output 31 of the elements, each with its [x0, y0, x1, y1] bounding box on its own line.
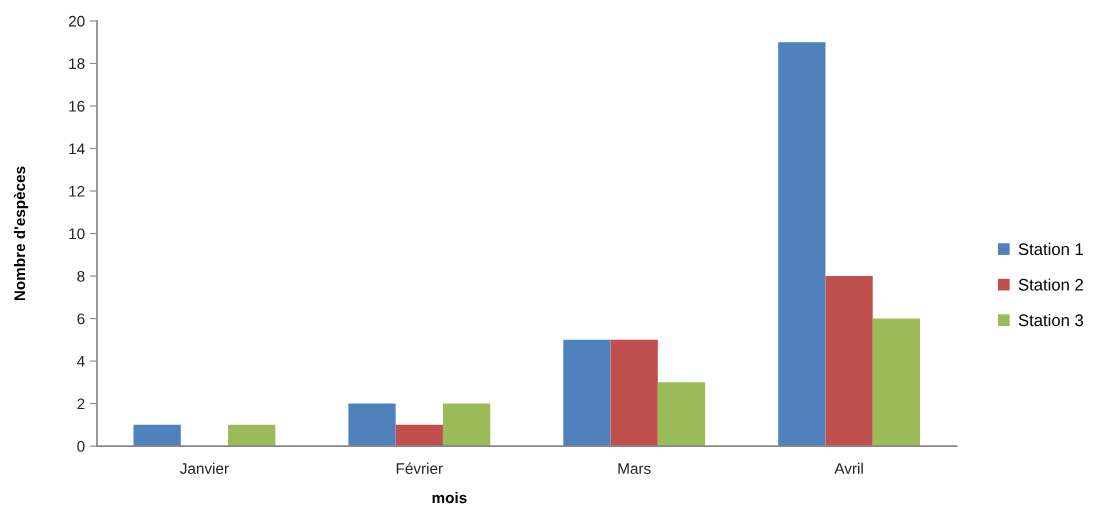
- x-tick-label: Avril: [834, 462, 863, 474]
- y-tick-label: 14: [69, 143, 85, 155]
- x-tick-label: Janvier: [180, 462, 229, 474]
- y-tick-label: 8: [77, 270, 85, 282]
- bar: [442, 403, 491, 447]
- y-tick-label: 12: [69, 185, 85, 197]
- bar: [872, 318, 920, 447]
- y-tick-label: 2: [77, 398, 85, 410]
- legend-label: Station 2: [1018, 278, 1083, 291]
- bar: [657, 382, 706, 447]
- x-tick-label: Février: [396, 462, 443, 474]
- y-tick-label: 16: [69, 100, 85, 112]
- bar: [563, 339, 611, 447]
- bar: [133, 424, 181, 447]
- y-tick-label: 4: [77, 356, 85, 367]
- y-tick-label: 18: [69, 58, 85, 70]
- x-axis-title: mois: [432, 492, 467, 504]
- legend-label: Station 3: [1018, 313, 1084, 327]
- legend-label: Station 1: [1018, 242, 1083, 256]
- bar: [348, 403, 396, 447]
- y-tick-label: 10: [69, 228, 85, 240]
- y-tick-label: 0: [77, 440, 85, 452]
- y-axis-title: Nombre d'espèces: [13, 166, 29, 301]
- y-tick-label: 6: [77, 313, 85, 325]
- bar: [825, 276, 873, 447]
- x-tick-label: Mars: [618, 463, 651, 474]
- y-tick-label: 20: [68, 15, 85, 27]
- bar: [228, 424, 276, 447]
- bar: [610, 339, 658, 447]
- bar: [778, 42, 826, 447]
- bar: [395, 424, 443, 447]
